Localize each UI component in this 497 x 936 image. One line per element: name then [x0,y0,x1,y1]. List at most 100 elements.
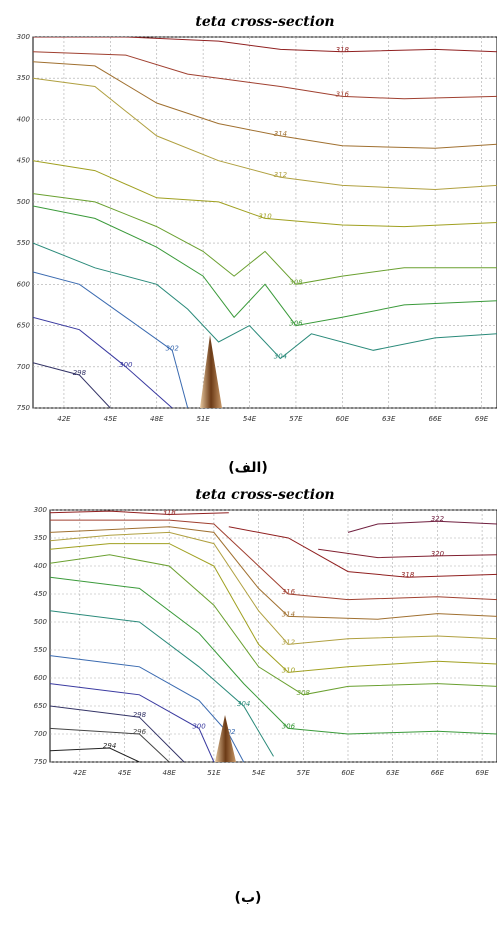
contour-label: 306 [282,722,296,730]
contour-label: 296 [133,728,147,736]
x-tick-label: 51E [207,769,221,777]
x-tick-label: 48E [163,769,177,777]
contour-line [50,727,170,762]
contour-label: 294 [103,742,116,750]
x-tick-label: 66E [431,769,445,777]
contour-label: 312 [282,638,296,646]
x-tick-label: 69E [475,415,489,423]
x-tick-label: 54E [243,415,257,423]
y-tick-label: 300 [17,33,31,41]
contour-label: 316 [282,588,296,596]
y-tick-label: 500 [34,618,48,626]
contour-line [50,543,497,673]
contour-label: 300 [119,361,133,369]
contour-label: 318 [163,508,177,516]
x-tick-label: 57E [297,769,311,777]
y-tick-label: 350 [17,74,31,82]
contour-label: 308 [289,278,303,286]
contour-label: 322 [431,515,445,523]
x-tick-label: 42E [57,415,71,423]
contour-label: 312 [274,171,288,179]
y-tick-label: 400 [17,115,31,123]
contour-label: 310 [282,666,296,674]
contour-line [33,61,497,149]
y-tick-label: 750 [34,758,48,766]
x-tick-label: 63E [382,415,396,423]
contour-line [347,520,497,533]
contour-line [50,655,245,762]
y-tick-label: 600 [34,674,48,682]
chart-title: teta cross-section [195,487,334,503]
x-tick-label: 66E [428,415,442,423]
contour-label: 298 [73,369,87,377]
x-tick-label: 57E [289,415,303,423]
contour-label: 310 [258,212,272,220]
contour-label: 320 [431,550,445,558]
y-tick-label: 700 [17,363,31,371]
contour-line [50,554,497,696]
x-tick-label: 54E [252,769,266,777]
terrain [200,335,222,408]
contour-label: 314 [282,610,295,618]
y-tick-label: 450 [34,590,48,598]
contour-line [228,526,497,578]
y-tick-label: 600 [17,280,31,288]
contour-label: 304 [237,700,250,708]
y-tick-label: 550 [17,239,31,247]
contours: 318 322 320 318 316 314 312 310 308 306 304 302 300 2… [50,508,497,762]
x-tick-label: 60E [341,769,355,777]
y-tick-label: 450 [17,157,31,165]
x-tick-label: 60E [336,415,350,423]
contour-label: 302 [166,344,180,352]
contour-line [50,705,185,762]
x-tick-label: 45E [104,415,118,423]
contour-label: 298 [133,711,147,719]
x-tick-label: 48E [150,415,164,423]
contour-line [33,205,497,327]
contour-label: 318 [336,46,350,54]
contour-line [33,77,497,191]
contour-line [33,51,497,100]
contour-line [33,362,111,408]
contour-label: 304 [274,353,287,361]
contour-label: 314 [274,130,287,138]
contour-line [50,610,274,757]
contour-line [50,526,497,620]
contour-line [33,271,189,408]
contour-line [33,242,497,360]
contour-label: 318 [401,571,415,579]
contour-label: 316 [336,90,350,98]
x-tick-label: 42E [73,769,87,777]
x-tick-label: 51E [196,415,210,423]
y-tick-label: 550 [34,646,48,654]
y-tick-label: 500 [17,198,31,206]
caption: (ب) [235,890,262,906]
y-tick-label: 300 [34,506,48,514]
contour-line [50,747,140,762]
contour-label: 302 [222,728,236,736]
contour-line [33,160,497,228]
x-tick-label: 69E [475,769,489,777]
y-tick-label: 750 [17,404,31,412]
y-tick-label: 650 [17,322,31,330]
y-tick-label: 400 [34,562,48,570]
contour-line [33,37,497,53]
x-tick-label: 45E [118,769,132,777]
y-tick-label: 650 [34,702,48,710]
terrain [215,715,236,762]
contour-line [50,510,229,516]
chart-title: teta cross-section [195,14,334,30]
contour-line [50,576,497,735]
contour-line [50,531,497,645]
contour-line [50,683,215,762]
contours: 318 316 314 312 310 308 306 304 302 300 298 [33,37,497,408]
contour-label: 308 [297,689,311,697]
y-tick-label: 700 [34,730,48,738]
contour-line [33,193,497,285]
x-tick-label: 63E [386,769,400,777]
y-tick-label: 350 [34,534,48,542]
contour-line [50,519,497,601]
contour-label: 306 [289,320,303,328]
caption: (الف) [228,460,268,476]
